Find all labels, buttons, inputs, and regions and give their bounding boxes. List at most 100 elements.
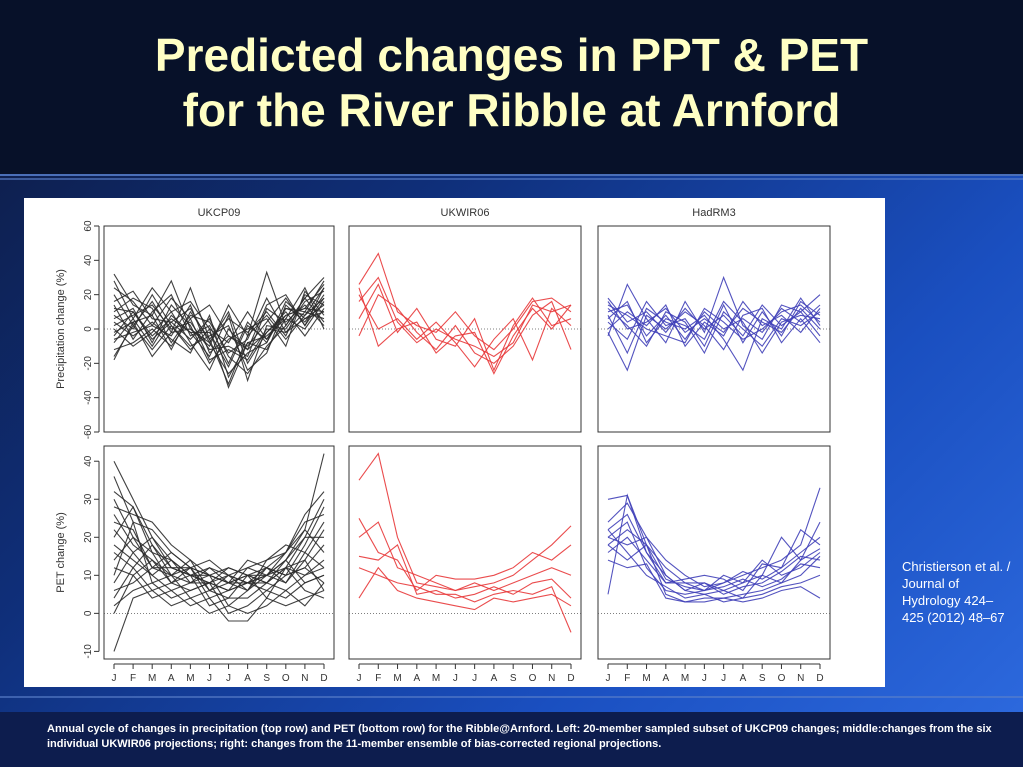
ukcp09-precipitation-y-tick-label: -20: [83, 356, 94, 371]
hadrm3-pet-series-7: [607, 521, 821, 595]
ukcp09-precipitation-y-axis-label: Precipitation change (%): [55, 269, 67, 389]
caption: Annual cycle of changes in precipitation…: [47, 723, 992, 750]
ukwir06-pet-series-6: [358, 566, 572, 611]
ukwir06-pet-series-3: [358, 521, 572, 592]
ukwir06-pet-x-tick-label: A: [413, 673, 420, 684]
hadrm3-pet-series-10: [607, 529, 821, 603]
ukcp09-precipitation-y-tick-label: 0: [83, 326, 94, 332]
hadrm3-pet-x-tick-label: J: [702, 673, 707, 684]
ukcp09-precipitation-title: UKCP09: [198, 207, 241, 219]
hadrm3-pet-series-2: [607, 502, 821, 592]
ukcp09-pet-series-16: [113, 566, 325, 600]
ukcp09-pet-x-tick-label: A: [168, 673, 175, 684]
citation: Christierson et al. / Journal of Hydrolo…: [902, 559, 1011, 625]
hadrm3-pet-x-tick-label: A: [740, 673, 747, 684]
ukcp09-precipitation-y-tick-label: -40: [83, 390, 94, 405]
ukcp09-pet-series-7: [113, 521, 325, 584]
hadrm3-pet-frame: [597, 445, 831, 660]
ukcp09-pet-y-tick-label: 20: [83, 531, 94, 543]
ukwir06-precipitation-series-4: [358, 293, 572, 364]
ukwir06-pet-x-tick-label: M: [393, 673, 401, 684]
ukcp09-pet-series-15: [113, 551, 325, 607]
hadrm3-precipitation-series-10: [607, 300, 821, 355]
ukwir06-pet-x-tick-label: S: [510, 673, 517, 684]
ukwir06-pet-x-tick-label: M: [432, 673, 440, 684]
ukwir06-precipitation-series-2: [358, 276, 572, 358]
ukcp09-precipitation-y-tick-label: -60: [83, 424, 94, 439]
ukwir06-pet-series-4: [358, 544, 572, 599]
ukcp09-pet-x-tick-label: J: [112, 673, 117, 684]
ukcp09-pet-x-tick-label: N: [301, 673, 308, 684]
ukwir06-pet-x-tick-label: N: [548, 673, 555, 684]
ukcp09-pet-x-tick-label: M: [186, 673, 194, 684]
hadrm3-pet-x-tick-label: D: [816, 673, 823, 684]
ukcp09-pet-frame: [103, 445, 335, 660]
ukcp09-precipitation-series-14: [113, 297, 325, 386]
hadrm3-pet-x-tick-label: M: [681, 673, 689, 684]
title-bar: [0, 0, 1023, 176]
hadrm3-pet-x-tick-label: O: [778, 673, 786, 684]
ukwir06-precipitation-series-6: [358, 287, 572, 375]
ukwir06-pet-x-tick-label: J: [357, 673, 362, 684]
ukcp09-pet-series-20: [113, 582, 325, 652]
ukwir06-pet-x-tick-label: J: [453, 673, 458, 684]
ukcp09-pet-y-tick-label: 0: [83, 610, 94, 616]
ukcp09-pet-y-tick-label: 40: [83, 455, 94, 467]
ukwir06-pet-x-tick-label: J: [472, 673, 477, 684]
ukwir06-pet-x-tick-label: D: [567, 673, 574, 684]
ukcp09-precipitation-y-tick-label: 40: [83, 254, 94, 266]
ukwir06-pet-series-1: [358, 452, 572, 592]
hadrm3-precipitation-series-9: [607, 304, 821, 344]
hadrm3-precipitation-series-8: [607, 307, 821, 372]
hadrm3-precipitation-series-7: [607, 307, 821, 355]
chart-figure: UKCP09 -60 -40 -20 0 20 40 60 Precipitation chan…: [24, 198, 885, 687]
ukwir06-precipitation-series-5: [358, 294, 572, 368]
slide-title: Predicted changes in PPT & PET for the R…: [0, 28, 1023, 138]
hadrm3-pet-x-tick-label: F: [624, 673, 630, 684]
ukcp09-precipitation-series-15: [113, 297, 325, 375]
hadrm3-pet-x-tick-label: A: [662, 673, 669, 684]
ukcp09-pet-x-tick-label: M: [148, 673, 156, 684]
ukcp09-pet-series-3: [113, 491, 325, 592]
hadrm3-precipitation-title: HadRM3: [692, 207, 735, 219]
hadrm3-pet-series-3: [607, 513, 821, 592]
ukcp09-precipitation-series-3: [113, 287, 325, 351]
slide-title-line1: Predicted changes in PPT & PET: [154, 29, 869, 81]
hadrm3-precipitation-series-5: [607, 275, 821, 344]
caption-bar: [0, 712, 1023, 767]
ukcp09-precipitation-series-9: [113, 293, 325, 372]
hadrm3-pet-series-11: [607, 559, 821, 603]
ukcp09-precipitation-y-tick-label: 20: [83, 289, 94, 301]
ukcp09-pet-x-tick-label: J: [226, 673, 231, 684]
ukwir06-pet-x-tick-label: F: [375, 673, 381, 684]
slide-title-line2: for the River Ribble at Arnford: [182, 84, 841, 136]
ukwir06-precipitation-title: UKWIR06: [441, 207, 490, 219]
hadrm3-pet-x-tick-label: J: [606, 673, 611, 684]
ukcp09-pet-x-tick-label: J: [207, 673, 212, 684]
ukwir06-precipitation-series-3: [358, 283, 572, 372]
ukcp09-pet-x-tick-label: A: [244, 673, 251, 684]
hadrm3-pet-series-5: [607, 544, 821, 592]
hadrm3-pet-series-4: [607, 536, 821, 588]
ukwir06-pet-series-5: [358, 567, 572, 633]
hadrm3-pet-x-tick-label: M: [642, 673, 650, 684]
ukcp09-pet-y-tick-label: -10: [83, 644, 94, 659]
ukwir06-precipitation-series-1: [358, 252, 572, 351]
ukcp09-pet-series-13: [113, 559, 325, 592]
ukcp09-pet-x-tick-label: O: [282, 673, 290, 684]
ukcp09-pet-x-tick-label: F: [130, 673, 136, 684]
ukwir06-pet-x-tick-label: O: [529, 673, 537, 684]
hadrm3-pet-x-tick-label: N: [797, 673, 804, 684]
ukcp09-pet-x-tick-label: D: [320, 673, 327, 684]
stripe-top: [0, 178, 1023, 180]
ukcp09-precipitation-series-10: [113, 290, 325, 365]
chart-svg: UKCP09 -60 -40 -20 0 20 40 60 Precipitation chan…: [55, 207, 831, 684]
stripe-bottom: [0, 696, 1023, 698]
hadrm3-pet-x-tick-label: J: [721, 673, 726, 684]
ukcp09-pet-y-tick-label: 10: [83, 569, 94, 581]
hadrm3-pet-x-tick-label: S: [759, 673, 766, 684]
ukwir06-precipitation-frame: [348, 225, 582, 433]
hadrm3-precipitation-series-11: [607, 301, 821, 334]
ukcp09-precipitation-series-16: [113, 287, 325, 354]
hadrm3-precipitation-series-6: [607, 297, 821, 372]
